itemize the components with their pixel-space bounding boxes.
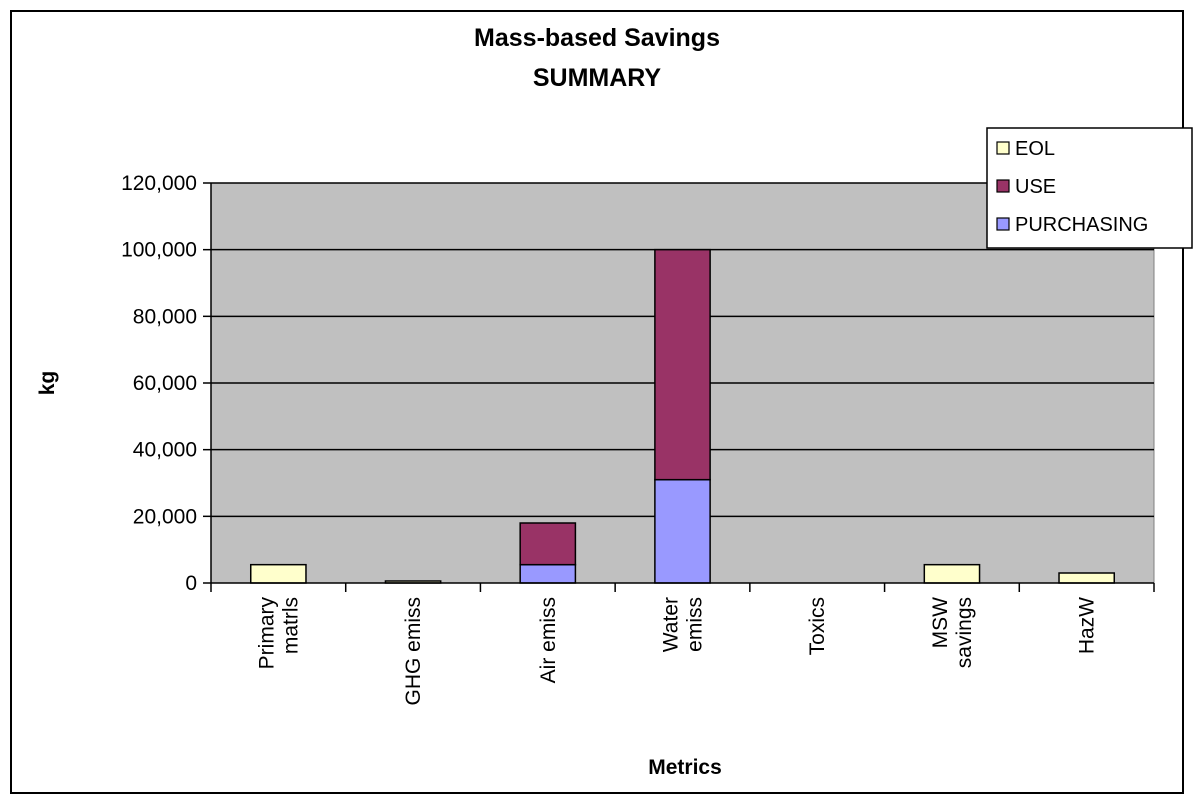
x-axis-ticks: Primary matrls GHG emiss Air emiss Water emis… <box>210 583 1155 706</box>
x-tick-label: Toxics <box>806 597 829 655</box>
bar-eol-primary-matrls <box>249 563 307 584</box>
chart-title: Mass-based Savings <box>474 24 720 52</box>
y-tick-label: 0 <box>185 572 197 595</box>
chart-subtitle: SUMMARY <box>533 64 662 92</box>
bar-use-air-emiss <box>519 522 577 566</box>
y-tick-label: 100,000 <box>121 239 197 262</box>
legend-swatch-use <box>996 179 1010 193</box>
legend-swatch-purchasing <box>996 217 1010 231</box>
x-tick-label: HazW <box>1076 597 1099 654</box>
y-tick-label: 40,000 <box>133 439 197 462</box>
y-axis-title: kg <box>36 371 59 396</box>
x-tick-label: Air emiss <box>537 597 560 683</box>
y-tick-label: 60,000 <box>133 372 197 395</box>
legend: EOL USE PURCHASING <box>986 127 1193 249</box>
x-tick-label: matrls <box>279 597 302 654</box>
legend-label-eol: EOL <box>1015 138 1055 160</box>
x-tick-label: Water <box>660 597 683 652</box>
bars <box>249 248 1116 584</box>
x-tick-label: GHG emiss <box>402 597 425 706</box>
x-tick-label: emiss <box>684 597 707 652</box>
bar-purchasing-air-emiss <box>519 563 577 584</box>
x-tick-label: savings <box>953 597 976 668</box>
bar-eol-msw-savings <box>923 563 981 584</box>
y-tick-label: 80,000 <box>133 305 197 328</box>
legend-label-purchasing: PURCHASING <box>1015 214 1148 236</box>
legend-swatch-eol <box>996 141 1010 155</box>
legend-label-use: USE <box>1015 176 1056 198</box>
y-tick-label: 120,000 <box>121 172 197 195</box>
y-tick-label: 20,000 <box>133 505 197 528</box>
x-axis-title: Metrics <box>648 756 722 779</box>
legend-box <box>986 127 1193 249</box>
bar-use-water-emiss <box>654 248 711 481</box>
y-axis-ticks: 0 20,000 40,000 60,000 80,000 100,000 120,000 <box>121 172 211 595</box>
bar-eol-hazw <box>1058 572 1116 584</box>
x-tick-label: Primary <box>255 597 278 670</box>
bar-purchasing-water-emiss <box>654 478 711 584</box>
x-tick-label: MSW <box>929 597 952 649</box>
